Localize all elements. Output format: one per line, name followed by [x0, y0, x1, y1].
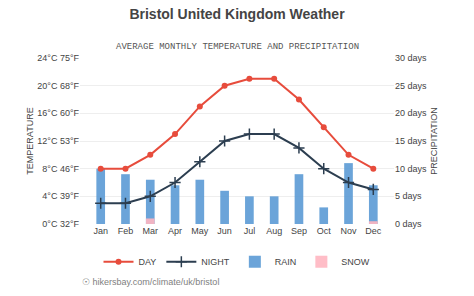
- svg-text:☉ hikersbay.com/climate/uk/bri: ☉ hikersbay.com/climate/uk/bristol: [82, 277, 219, 287]
- svg-text:20 days: 20 days: [395, 108, 427, 118]
- svg-text:Bristol United Kingdom Weather: Bristol United Kingdom Weather: [129, 6, 345, 22]
- svg-text:May: May: [191, 226, 209, 236]
- svg-text:Dec: Dec: [365, 226, 382, 236]
- svg-text:10 days: 10 days: [395, 164, 427, 174]
- svg-text:16°C 60°F: 16°C 60°F: [37, 108, 79, 118]
- svg-text:SNOW: SNOW: [341, 257, 370, 267]
- svg-text:Jun: Jun: [217, 226, 232, 236]
- svg-text:0°C 32°F: 0°C 32°F: [42, 219, 79, 229]
- svg-text:4°C 39°F: 4°C 39°F: [42, 191, 79, 201]
- svg-text:Aug: Aug: [266, 226, 282, 236]
- svg-text:TEMPERATURE: TEMPERATURE: [25, 107, 35, 174]
- svg-text:Oct: Oct: [317, 226, 332, 236]
- svg-text:Feb: Feb: [118, 226, 134, 236]
- svg-text:AVERAGE MONTHLY TEMPERATURE AN: AVERAGE MONTHLY TEMPERATURE AND PRECIPIT…: [116, 42, 359, 52]
- svg-text:15 days: 15 days: [395, 136, 427, 146]
- svg-text:25 days: 25 days: [395, 81, 427, 91]
- svg-text:0 days: 0 days: [395, 219, 422, 229]
- svg-text:24°C 75°F: 24°C 75°F: [37, 53, 79, 63]
- svg-text:8°C 46°F: 8°C 46°F: [42, 164, 79, 174]
- svg-text:5 days: 5 days: [395, 191, 422, 201]
- svg-text:Jul: Jul: [244, 226, 256, 236]
- svg-text:RAIN: RAIN: [275, 257, 297, 267]
- svg-text:30 days: 30 days: [395, 53, 427, 63]
- svg-text:NIGHT: NIGHT: [201, 257, 230, 267]
- svg-text:Mar: Mar: [143, 226, 159, 236]
- svg-text:20°C 68°F: 20°C 68°F: [37, 81, 79, 91]
- svg-text:DAY: DAY: [139, 257, 157, 267]
- svg-text:Sep: Sep: [291, 226, 307, 236]
- svg-text:12°C 53°F: 12°C 53°F: [37, 136, 79, 146]
- svg-text:PRECIPITATION: PRECIPITATION: [429, 107, 439, 175]
- svg-text:Nov: Nov: [341, 226, 358, 236]
- svg-text:Apr: Apr: [168, 226, 182, 236]
- svg-text:Jan: Jan: [93, 226, 108, 236]
